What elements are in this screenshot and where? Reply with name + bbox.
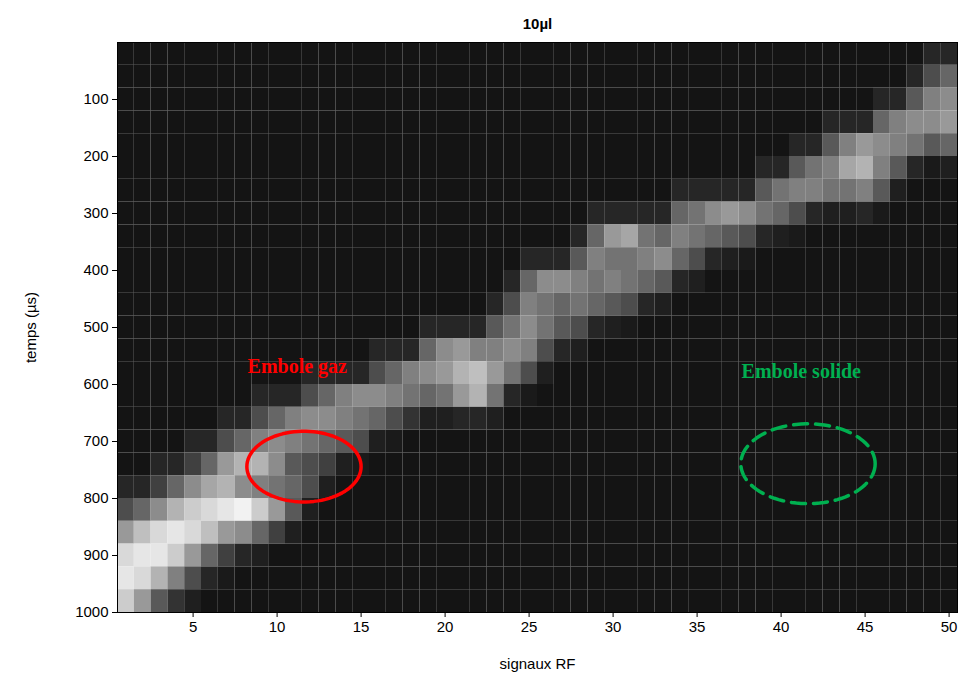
svg-text:Embole gaz: Embole gaz (248, 355, 348, 378)
svg-text:600: 600 (83, 375, 108, 392)
svg-text:500: 500 (83, 318, 108, 335)
svg-text:300: 300 (83, 204, 108, 221)
svg-text:Embole solide: Embole solide (742, 360, 862, 382)
svg-text:100: 100 (83, 90, 108, 107)
svg-text:30: 30 (605, 618, 622, 635)
svg-text:800: 800 (83, 489, 108, 506)
svg-text:5: 5 (189, 618, 197, 635)
svg-text:signaux RF: signaux RF (500, 655, 576, 672)
svg-text:900: 900 (83, 546, 108, 563)
svg-text:20: 20 (437, 618, 454, 635)
svg-text:35: 35 (689, 618, 706, 635)
svg-text:10µl: 10µl (523, 15, 553, 32)
svg-text:50: 50 (941, 618, 958, 635)
svg-text:25: 25 (521, 618, 538, 635)
svg-text:1000: 1000 (75, 603, 108, 620)
svg-text:400: 400 (83, 261, 108, 278)
svg-text:10: 10 (269, 618, 286, 635)
svg-text:45: 45 (857, 618, 874, 635)
svg-text:temps (µs): temps (µs) (22, 292, 39, 363)
svg-text:700: 700 (83, 432, 108, 449)
svg-text:200: 200 (83, 147, 108, 164)
svg-text:15: 15 (353, 618, 370, 635)
svg-text:40: 40 (773, 618, 790, 635)
